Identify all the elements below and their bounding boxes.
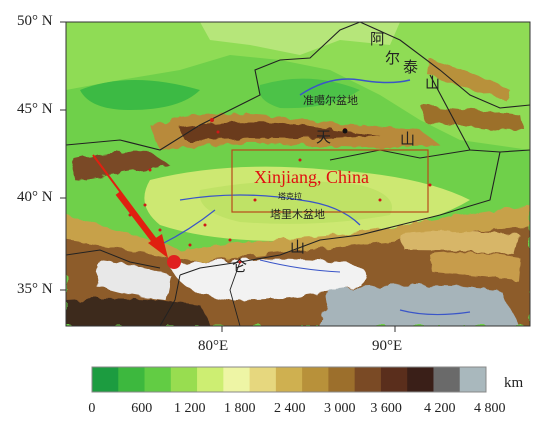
colorbar-tick-label: 4 800 bbox=[474, 401, 506, 416]
colorbar-swatch bbox=[197, 367, 224, 392]
altay-char-2: 尔 bbox=[385, 49, 401, 67]
colorbar-swatch bbox=[170, 367, 198, 392]
colorbar-swatch bbox=[92, 367, 119, 392]
tianshan-char-1: 天 bbox=[316, 128, 332, 146]
junggar-basin-label: 准噶尔盆地 bbox=[303, 94, 358, 107]
tianshan-char-2: 山 bbox=[400, 130, 416, 148]
colorbar-swatch bbox=[302, 367, 329, 392]
colorbar-swatch bbox=[144, 367, 172, 392]
arrow bbox=[92, 154, 168, 258]
colorbar-tick-label: 1 200 bbox=[174, 401, 206, 416]
colorbar-unit: km bbox=[504, 375, 524, 391]
tarim-basin-label: 塔里木盆地 bbox=[270, 208, 325, 221]
colorbar-swatch bbox=[249, 367, 277, 392]
colorbar-swatch bbox=[433, 367, 461, 392]
altay-char-3: 泰 bbox=[403, 58, 419, 76]
region-label: Xinjiang, China bbox=[254, 167, 369, 187]
colorbar-swatch bbox=[354, 367, 382, 392]
colorbar-swatch bbox=[118, 367, 146, 392]
region-box bbox=[231, 149, 429, 213]
elevation-colorbar bbox=[91, 366, 487, 393]
colorbar-swatch bbox=[275, 367, 303, 392]
kunlun-char-2: 山 bbox=[290, 238, 306, 256]
kunlun-char-1: 仑 bbox=[232, 257, 248, 275]
desert-label: 塔克拉 bbox=[278, 192, 302, 201]
colorbar-swatch bbox=[223, 367, 251, 392]
colorbar-tick-label: 2 400 bbox=[274, 401, 306, 416]
colorbar-tick-label: 600 bbox=[131, 401, 153, 416]
lat-label-35: 35° N bbox=[17, 281, 53, 297]
colorbar-swatch bbox=[328, 367, 356, 392]
colorbar-tick-label: 0 bbox=[88, 401, 96, 416]
colorbar-frame bbox=[91, 366, 487, 393]
lon-label-80e: 80°E bbox=[198, 338, 229, 354]
colorbar-tick-label: 3 600 bbox=[370, 401, 402, 416]
colorbar-tick-label: 1 800 bbox=[224, 401, 256, 416]
colorbar-swatch bbox=[407, 367, 434, 392]
colorbar-tick-label: 3 000 bbox=[324, 401, 356, 416]
altay-char-4: 山 bbox=[425, 74, 441, 92]
colorbar-swatch bbox=[380, 367, 408, 392]
lat-label-45: 45° N bbox=[17, 101, 53, 117]
lat-label-50: 50° N bbox=[17, 13, 53, 29]
lon-label-90e: 90°E bbox=[372, 338, 403, 354]
lat-label-40: 40° N bbox=[17, 189, 53, 205]
altay-char-1: 阿 bbox=[370, 30, 386, 48]
location-marker bbox=[167, 255, 181, 269]
colorbar-tick-label: 4 200 bbox=[424, 401, 456, 416]
colorbar-swatch bbox=[459, 367, 487, 392]
